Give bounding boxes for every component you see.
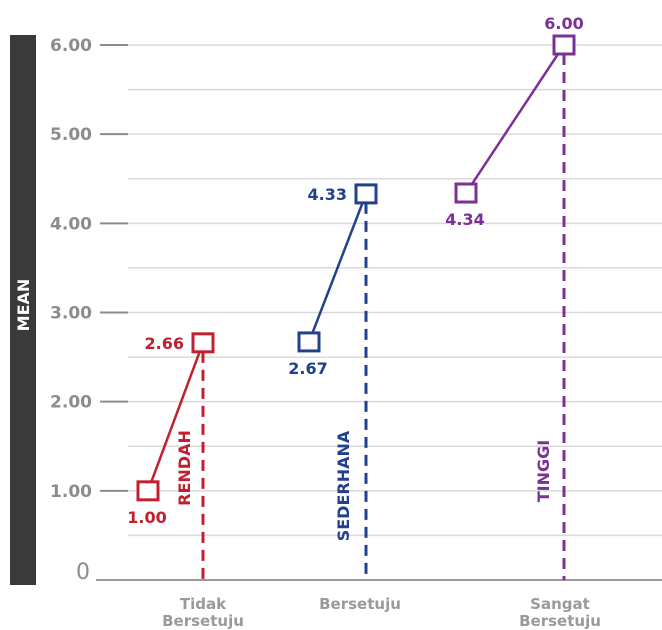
y-tick-label: 2.00 [50,393,92,413]
series-name-label: RENDAH [175,430,194,506]
data-label: 2.67 [288,359,327,378]
data-point-marker [297,331,321,353]
data-label: 4.34 [445,210,484,229]
x-category-label: Bersetuju [519,612,601,630]
gridlines [96,44,662,581]
x-category-label: Bersetuju [319,595,401,613]
series-line [146,342,205,492]
data-point-marker [454,182,478,204]
y-tick-label: 0 [76,560,90,585]
data-point-marker [552,34,576,56]
data-point-marker [136,480,160,502]
y-axis-label: MEAN [14,279,33,332]
data-label: 4.33 [308,185,347,204]
y-axis-ticks: 6.00 5.00 4.00 3.00 2.00 1.00 0 [50,36,128,585]
series-name-label: SEDERHANA [334,430,353,541]
y-axis-label-bar [10,35,36,585]
y-tick-label: 3.00 [50,304,92,324]
x-category-label: Tidak [180,595,227,613]
y-tick-label: 5.00 [50,125,92,145]
data-label: 1.00 [127,508,166,527]
data-point-marker [354,183,378,205]
series-name-label: TINGGI [534,440,553,502]
y-tick-label: 6.00 [50,36,92,56]
data-point-marker [191,332,215,354]
series-line [307,193,368,343]
series-group: 1.00 2.66 RENDAH 2.67 4.33 SEDERHANA 4.34 6.00 T… [127,14,584,580]
data-label: 2.66 [145,334,184,353]
x-category-label: Bersetuju [162,612,244,630]
x-category-label: Sangat [530,595,590,613]
y-tick-label: 1.00 [50,482,92,502]
y-tick-label: 4.00 [50,214,92,234]
series-line [464,44,566,194]
data-label: 6.00 [544,14,583,33]
